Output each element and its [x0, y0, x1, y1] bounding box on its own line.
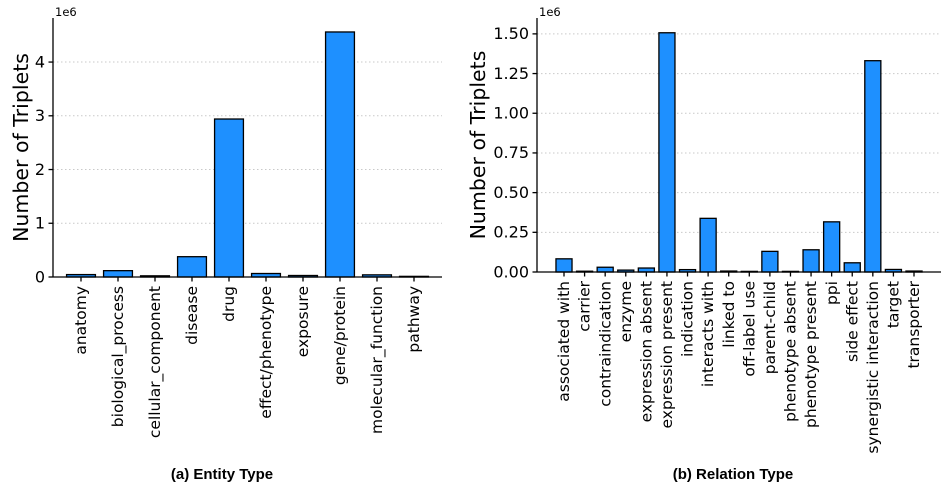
y-tick-label: 2	[35, 160, 45, 179]
bar-synergistic-interaction	[864, 60, 882, 273]
entity-type-chart: 0 1 2 3 4 1e6 Number of Triplets anatomy biologi…	[9, 5, 442, 438]
y-tick-label: 0.75	[493, 143, 529, 162]
bar-interacts-with	[699, 217, 717, 273]
y-tick-label: 4	[35, 52, 45, 71]
x-tick-label: target	[885, 281, 903, 328]
y-tick-label: 0.50	[493, 183, 529, 202]
y-tick-label: 1.50	[493, 24, 529, 43]
x-tick-label: cellular_component	[146, 286, 165, 438]
x-tick-label: off-label use	[740, 281, 758, 377]
y-tick-label: 0.25	[493, 223, 529, 242]
x-tick-label: side effect	[843, 281, 861, 362]
y-tick-label: 1	[35, 214, 45, 233]
bar-disease	[176, 256, 208, 278]
x-tick-label: expression present	[658, 281, 676, 428]
bar-gene-protein	[324, 31, 356, 278]
x-tick-label: effect/phenotype	[257, 286, 275, 419]
x-tick-label: anatomy	[72, 286, 90, 355]
y-tick-label: 1.00	[493, 104, 529, 123]
y-axis-offset-label: 1e6	[55, 5, 77, 19]
x-tick-label: contraindication	[596, 281, 614, 407]
y-axis-title: Number of Triplets	[9, 53, 33, 242]
bar-expression-present	[658, 32, 676, 273]
x-tick-label: transporter	[905, 280, 923, 368]
x-tick-label: disease	[183, 286, 201, 345]
x-tick-label: expression absent	[637, 281, 655, 422]
triplet-distribution-figure: 0 1 2 3 4 1e6 Number of Triplets anatomy biologi…	[9, 5, 941, 454]
x-tick-label: pathway	[405, 286, 423, 353]
y-tick-label: 3	[35, 106, 45, 125]
bar-parent-child	[761, 250, 779, 273]
y-tick-label: 0	[35, 267, 45, 286]
bar-ppi	[822, 221, 841, 273]
bar-contraindication	[596, 266, 614, 273]
y-tick-label: 1.25	[493, 64, 529, 83]
bar-drug	[213, 118, 245, 278]
y-axis-title: Number of Triplets	[466, 51, 490, 240]
x-tick-label: biological_process	[109, 286, 128, 427]
y-axis-offset-label: 1e6	[539, 5, 561, 19]
bar-phenotype-present	[802, 249, 820, 273]
x-tick-label: interacts with	[699, 281, 717, 387]
x-tick-label: gene/protein	[331, 286, 349, 385]
bar-side-effect	[843, 262, 861, 273]
x-tick-label: phenotype present	[802, 281, 820, 428]
x-tick-label: linked to	[720, 281, 738, 348]
x-tick-label: phenotype absent	[782, 281, 800, 422]
x-tick-label: associated with	[555, 281, 573, 402]
x-tick-label: parent-child	[761, 281, 779, 374]
x-tick-label: ppi	[823, 281, 841, 305]
relation-type-caption: (b) Relation Type	[672, 466, 794, 483]
bar-biological-process	[102, 270, 134, 278]
x-tick-label: drug	[220, 286, 238, 322]
x-tick-label: synergistic interaction	[864, 281, 882, 454]
y-tick-label: 0.00	[493, 262, 529, 281]
x-tick-label: enzyme	[617, 281, 635, 342]
bar-associated-with	[555, 258, 573, 273]
x-tick-label: exposure	[294, 286, 312, 357]
x-tick-label: molecular_function	[368, 286, 387, 434]
entity-type-caption: (a) Entity Type	[170, 466, 274, 483]
x-tick-label: indication	[679, 281, 697, 357]
relation-type-chart: 0.00 0.25 0.50 0.75 1.00 1.25 1.50 1e6 Number of…	[466, 5, 941, 454]
x-tick-label: carrier	[576, 280, 594, 331]
